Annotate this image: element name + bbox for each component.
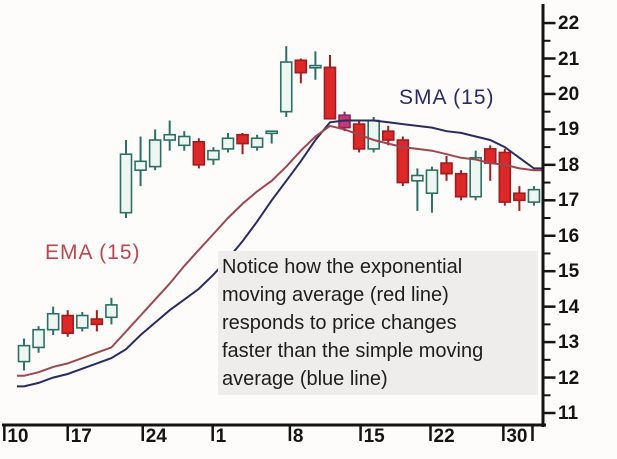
candlestick xyxy=(411,174,424,182)
candlestick xyxy=(309,64,322,69)
annotation-text: Notice how the exponential moving averag… xyxy=(218,251,538,395)
candlestick xyxy=(105,304,118,319)
price-axis-line xyxy=(541,4,545,427)
date-tick xyxy=(211,425,214,441)
price-major-tick xyxy=(544,163,556,167)
candlestick xyxy=(250,137,264,148)
price-axis-label: 13 xyxy=(558,332,580,354)
candlestick xyxy=(294,59,308,74)
candlestick xyxy=(119,153,133,214)
candlestick xyxy=(513,192,526,202)
candlestick xyxy=(75,314,89,329)
price-major-tick xyxy=(544,234,556,237)
price-minor-tick xyxy=(544,75,551,78)
sma-line xyxy=(17,119,542,388)
candlestick xyxy=(163,133,176,141)
date-tick xyxy=(141,425,144,441)
candlestick xyxy=(527,188,541,203)
candlestick xyxy=(177,135,191,147)
candlestick xyxy=(265,130,278,135)
candlestick xyxy=(17,344,31,363)
candlestick xyxy=(498,151,512,203)
date-tick xyxy=(3,425,6,441)
candlestick xyxy=(469,156,482,198)
sma-label: SMA (15) xyxy=(399,86,495,109)
price-minor-tick xyxy=(544,287,551,290)
candlestick xyxy=(32,328,45,349)
candlestick xyxy=(396,139,410,184)
price-minor-tick xyxy=(544,394,551,397)
price-axis-label: 15 xyxy=(558,261,580,283)
candlestick xyxy=(367,119,380,150)
date-axis-label: 22 xyxy=(433,426,455,447)
price-axis-label: 12 xyxy=(558,367,580,389)
price-major-tick xyxy=(544,340,556,344)
date-axis-label: 1 xyxy=(215,426,227,447)
price-minor-tick xyxy=(544,358,551,361)
price-major-tick xyxy=(544,269,556,273)
price-minor-tick xyxy=(544,181,551,184)
price-minor-tick xyxy=(544,217,551,220)
price-major-tick xyxy=(544,411,556,415)
price-axis-label: 18 xyxy=(558,154,580,176)
price-minor-tick xyxy=(544,323,551,326)
price-minor-tick xyxy=(544,39,551,42)
date-axis-label: 24 xyxy=(145,426,167,447)
price-axis-label: 22 xyxy=(558,13,580,35)
candlestick xyxy=(425,169,439,195)
price-axis-label: 20 xyxy=(558,83,580,105)
candlestick xyxy=(221,137,235,150)
candlestick xyxy=(483,148,497,164)
date-tick xyxy=(66,425,69,441)
date-axis-label: 10 xyxy=(7,426,29,447)
price-axis-label: 17 xyxy=(558,190,580,212)
price-axis-label: 14 xyxy=(558,296,580,318)
price-major-tick xyxy=(544,305,556,308)
candlestick xyxy=(454,172,468,198)
date-axis-label: 15 xyxy=(363,426,385,447)
candlestick xyxy=(279,61,293,113)
date-tick xyxy=(429,425,432,441)
candlestick xyxy=(61,314,75,335)
candlestick xyxy=(440,162,453,175)
price-minor-tick xyxy=(544,146,551,149)
candlestick xyxy=(207,149,220,161)
date-axis-label: 30 xyxy=(506,426,528,447)
candlestick xyxy=(236,133,249,145)
price-major-tick xyxy=(544,57,556,60)
price-minor-tick xyxy=(544,110,551,113)
candlestick xyxy=(90,318,104,326)
candlestick xyxy=(381,130,395,141)
candlestick xyxy=(134,160,147,171)
price-major-tick xyxy=(544,199,556,202)
price-major-tick xyxy=(544,376,556,379)
date-tick xyxy=(502,425,505,441)
candlestick xyxy=(192,141,206,166)
ema-label: EMA (15) xyxy=(45,241,141,264)
date-axis-label: 8 xyxy=(292,426,304,447)
candlestick xyxy=(148,139,162,168)
candlestick xyxy=(323,66,337,120)
date-tick xyxy=(359,425,362,441)
candlestick xyxy=(46,312,60,331)
price-major-tick xyxy=(544,21,556,25)
date-axis-label: 17 xyxy=(70,426,92,447)
price-minor-tick xyxy=(544,252,551,255)
price-major-tick xyxy=(544,128,556,131)
date-tick xyxy=(288,425,292,441)
ema-line xyxy=(17,124,542,377)
price-major-tick xyxy=(544,92,556,96)
date-axis-line xyxy=(2,423,546,427)
price-axis-label: 19 xyxy=(558,119,580,141)
price-axis-label: 11 xyxy=(558,403,579,424)
date-tick xyxy=(531,425,534,441)
price-axis-label: 21 xyxy=(558,48,580,70)
price-axis-label: 16 xyxy=(558,225,580,247)
